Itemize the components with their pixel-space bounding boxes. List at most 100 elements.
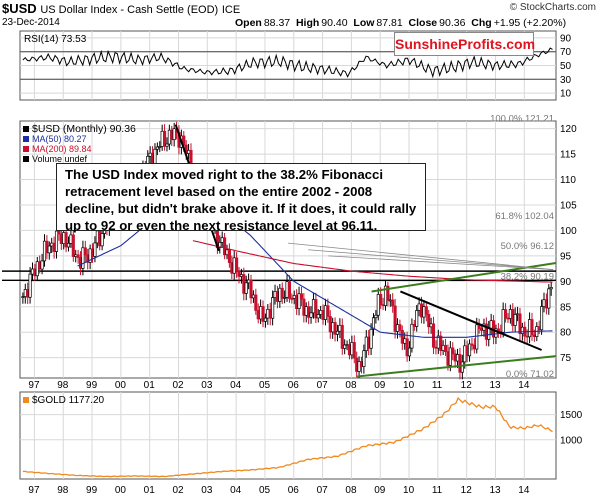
price-bar-body	[299, 293, 303, 300]
price-bar-body	[547, 288, 551, 309]
x-tick-label-bottom: 11	[432, 485, 443, 496]
price-bar-body	[304, 306, 308, 316]
price-bar-body	[285, 281, 289, 298]
price-bar-body	[374, 314, 378, 319]
chart-date: 23-Dec-2014	[2, 17, 60, 28]
price-bar-body	[261, 306, 265, 322]
price-bar-body	[237, 270, 241, 277]
price-bar-body	[506, 317, 510, 320]
x-tick-label-bottom: 08	[345, 485, 357, 496]
price-bar-body	[335, 330, 340, 335]
price-bar-body	[367, 336, 371, 349]
gold-ytick-label: 1000	[560, 435, 583, 446]
price-bar-body	[347, 344, 352, 356]
price-ytick-label: 105	[560, 200, 577, 211]
price-bar-body	[314, 299, 318, 319]
price-legend-swatch	[23, 146, 29, 152]
index-name: US Dollar Index - Cash Settle (EOD)	[40, 4, 219, 16]
price-bar-body	[458, 354, 462, 373]
x-tick-label-bottom: 07	[317, 485, 329, 496]
x-tick-label: 05	[259, 380, 271, 391]
gold-line	[22, 396, 553, 478]
price-bar-body	[487, 327, 491, 340]
price-bar-body	[227, 249, 231, 263]
x-tick-label: 08	[345, 380, 357, 391]
price-bar-body	[273, 291, 277, 298]
price-bar-body	[537, 326, 541, 331]
price-bar-body	[74, 254, 78, 257]
price-bar-body	[407, 347, 412, 357]
fib-level-label: 50.0% 96.12	[501, 241, 554, 252]
price-legend-swatch	[23, 126, 29, 132]
price-ytick-label: 75	[560, 353, 572, 364]
price-bar-body	[508, 309, 512, 319]
x-tick-label: 06	[288, 380, 300, 391]
price-bar-body	[331, 322, 335, 333]
price-bar-body	[326, 305, 330, 317]
chart-title: $USD US Dollar Index - Cash Settle (EOD)…	[2, 1, 240, 16]
price-bar-body	[470, 343, 474, 346]
x-tick-label-bottom: 00	[115, 485, 127, 496]
price-bar-body	[321, 310, 325, 320]
price-bar-body	[271, 297, 275, 319]
price-bar-body	[235, 257, 239, 272]
price-bar-body	[307, 306, 311, 318]
price-bar-body	[148, 152, 152, 157]
price-bar-body	[165, 143, 169, 147]
price-bar-body	[395, 324, 400, 332]
price-bar-body	[427, 314, 431, 328]
price-bar-body	[311, 299, 316, 314]
fan-line	[308, 249, 554, 271]
price-bar-body	[465, 345, 469, 357]
price-bar-body	[345, 344, 349, 346]
price-bar-body	[443, 344, 448, 352]
price-legend-entry: Volume undef	[32, 154, 88, 164]
price-bar-body	[422, 306, 426, 318]
price-bar-body	[187, 149, 191, 154]
price-bar-body	[256, 310, 260, 320]
price-bar-body	[357, 361, 361, 372]
price-bar-body	[155, 146, 159, 150]
price-bar-body	[379, 294, 383, 305]
price-bar-body	[182, 135, 186, 146]
close-value: 90.36	[439, 17, 466, 29]
price-bar-body	[417, 303, 421, 311]
x-tick-label: 01	[144, 380, 156, 391]
price-bar-body	[163, 130, 167, 147]
price-bar-body	[283, 297, 287, 299]
price-bar-body	[441, 344, 445, 351]
annotation-box: The USD Index moved right to the 38.2% F…	[56, 163, 426, 233]
price-bar-body	[525, 335, 529, 338]
price-bar-body	[544, 299, 548, 309]
x-tick-label: 11	[432, 380, 443, 391]
x-tick-label: 00	[115, 380, 127, 391]
price-bar-body	[364, 336, 368, 352]
price-bar-body	[66, 243, 71, 248]
price-bar-body	[371, 317, 376, 330]
price-bar-body	[319, 310, 323, 315]
ma200-line	[192, 240, 553, 283]
fib-level-label: 38.2% 90.19	[501, 271, 554, 282]
price-bar-body	[268, 308, 272, 319]
price-bar-body	[302, 298, 306, 316]
price-bar-body	[501, 309, 505, 333]
price-bar-body	[23, 289, 27, 297]
price-bar-body	[78, 257, 83, 269]
price-bar-body	[453, 353, 457, 362]
price-bar-body	[549, 287, 553, 290]
price-bar-body	[439, 335, 443, 351]
price-bar-body	[266, 308, 270, 319]
price-bar-body	[340, 324, 344, 349]
x-tick-label-bottom: 12	[461, 485, 473, 496]
x-tick-label-bottom: 98	[57, 485, 69, 496]
ohlc-readout: Open 88.37 High 90.40 Low 87.81 Close 90.36 …	[235, 17, 566, 29]
price-bar-body	[352, 342, 356, 359]
price-bar-body	[225, 249, 229, 256]
price-bar-body	[362, 350, 366, 367]
price-bar-body	[472, 344, 476, 350]
price-ytick-label: 80	[560, 328, 572, 339]
price-bar-body	[62, 232, 66, 244]
price-bar-body	[343, 344, 347, 349]
price-bar-body	[69, 234, 73, 244]
price-bar-body	[33, 268, 37, 277]
